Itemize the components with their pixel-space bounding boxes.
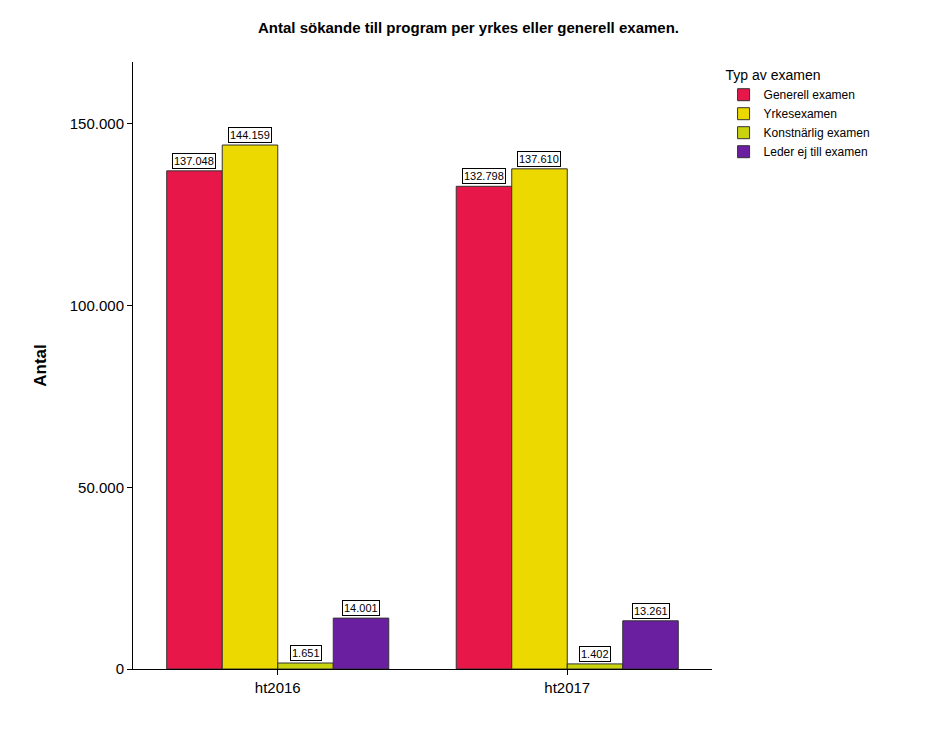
svg-text:1.402: 1.402 bbox=[581, 648, 609, 660]
svg-text:1.651: 1.651 bbox=[292, 647, 320, 659]
svg-text:ht2017: ht2017 bbox=[544, 679, 590, 696]
svg-text:137.610: 137.610 bbox=[519, 153, 559, 165]
svg-text:13.261: 13.261 bbox=[634, 605, 668, 617]
svg-text:132.798: 132.798 bbox=[464, 170, 504, 182]
svg-text:150.000: 150.000 bbox=[70, 115, 124, 132]
svg-text:Yrkesexamen: Yrkesexamen bbox=[764, 107, 837, 121]
svg-text:14.001: 14.001 bbox=[344, 602, 378, 614]
svg-text:ht2016: ht2016 bbox=[255, 679, 301, 696]
svg-text:0: 0 bbox=[116, 660, 124, 677]
svg-text:Konstnärlig examen: Konstnärlig examen bbox=[764, 126, 870, 140]
svg-text:Generell examen: Generell examen bbox=[764, 88, 855, 102]
svg-text:100.000: 100.000 bbox=[70, 297, 124, 314]
svg-text:Antal sökande till program per: Antal sökande till program per yrkes ell… bbox=[258, 19, 679, 36]
svg-text:Leder ej till examen: Leder ej till examen bbox=[764, 145, 868, 159]
svg-text:144.159: 144.159 bbox=[230, 129, 270, 141]
svg-text:137.048: 137.048 bbox=[174, 155, 214, 167]
svg-text:Antal: Antal bbox=[31, 344, 50, 387]
svg-text:Typ av examen: Typ av examen bbox=[726, 67, 821, 83]
svg-text:50.000: 50.000 bbox=[78, 479, 124, 496]
